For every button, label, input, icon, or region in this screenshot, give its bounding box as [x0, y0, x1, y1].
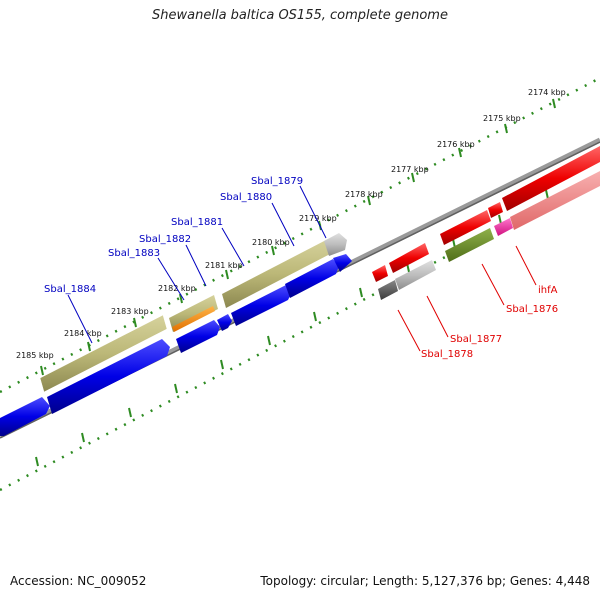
gene-label: Sbal_1879	[251, 176, 303, 187]
gene-label: Sbal_1876	[506, 304, 558, 315]
gene-label: Sbal_1884	[44, 284, 96, 295]
gene-feature	[231, 285, 292, 326]
scale-label: 2180 kbp	[252, 238, 290, 247]
forward-cds-track	[0, 254, 352, 436]
scale-label: 2175 kbp	[483, 114, 521, 123]
scale-label: 2181 kbp	[205, 261, 243, 270]
gene-feature	[445, 228, 494, 262]
gene-feature	[488, 202, 503, 218]
gene-feature	[0, 397, 50, 436]
gene-feature	[222, 239, 332, 308]
reverse-label-leaders	[397, 245, 537, 352]
gene-label: ihfA	[538, 285, 558, 296]
genome-summary-label: Topology: circular; Length: 5,127,376 bp…	[260, 574, 590, 588]
forward-gene-labels: Sbal_1879 Sbal_1880 Sbal_1881 Sbal_1882 …	[44, 176, 303, 295]
scale-label: 2184 kbp	[64, 329, 102, 338]
outer-major-ticks	[40, 98, 556, 376]
gene-feature	[47, 339, 170, 414]
forward-genes-upper	[39, 233, 347, 393]
gene-feature	[285, 259, 339, 298]
gene-feature	[333, 254, 352, 272]
scale-label: 2185 kbp	[16, 351, 54, 360]
scale-label: 2183 kbp	[111, 307, 149, 316]
reverse-cds-track	[372, 146, 600, 300]
gene-label: Sbal_1878	[421, 349, 473, 360]
gene-feature	[378, 280, 398, 300]
inner-major-ticks	[35, 189, 549, 467]
gene-label: Sbal_1882	[139, 234, 191, 245]
gene-feature	[389, 243, 429, 273]
gene-feature	[395, 260, 436, 290]
gene-label: Sbal_1883	[108, 248, 160, 259]
outer-tick-track	[0, 76, 600, 394]
scale-label: 2174 kbp	[528, 88, 566, 97]
gene-feature	[494, 218, 513, 236]
gene-feature	[176, 320, 220, 353]
gene-feature	[510, 171, 600, 230]
gene-label: Sbal_1880	[220, 192, 272, 203]
scale-label: 2176 kbp	[437, 140, 475, 149]
map-title: Shewanella baltica OS155, complete genom…	[152, 8, 448, 23]
reverse-gene-labels: ihfA Sbal_1876 Sbal_1877 Sbal_1878	[421, 285, 558, 360]
gene-feature	[324, 233, 347, 256]
gene-label: Sbal_1877	[450, 334, 502, 345]
gene-feature	[440, 210, 491, 245]
gene-label: Sbal_1881	[171, 217, 223, 228]
scale-label: 2178 kbp	[345, 190, 383, 199]
scale-label: 2179 kbp	[299, 214, 337, 223]
accession-label: Accession: NC_009052	[10, 574, 147, 588]
scale-label: 2177 kbp	[391, 165, 429, 174]
gene-feature	[39, 314, 168, 393]
gene-feature	[172, 306, 215, 332]
gene-feature	[372, 265, 388, 282]
forward-label-leaders	[67, 185, 327, 344]
gene-feature	[502, 146, 600, 211]
gene-feature	[217, 314, 232, 331]
